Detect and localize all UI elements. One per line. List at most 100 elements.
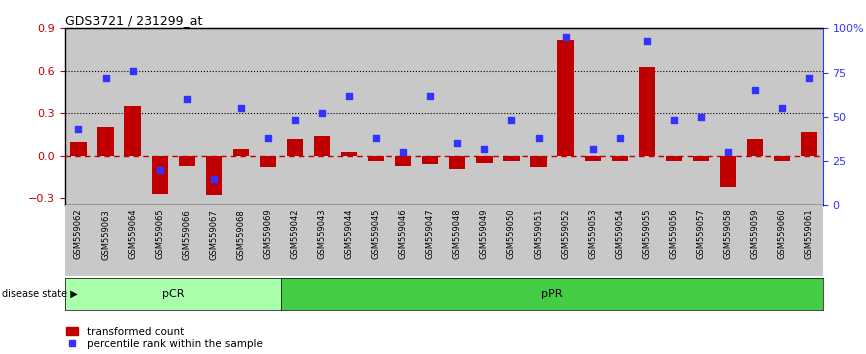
Bar	[714, 205, 741, 276]
Bar	[796, 28, 823, 205]
Bar	[768, 205, 796, 276]
Bar	[260, 156, 276, 167]
Point	[721, 149, 735, 155]
Bar	[714, 28, 741, 205]
Bar	[498, 205, 525, 276]
Text: GSM559065: GSM559065	[155, 209, 165, 259]
Point	[532, 135, 546, 141]
Text: GSM559053: GSM559053	[588, 209, 598, 259]
Bar	[525, 28, 552, 205]
Point	[369, 135, 383, 141]
Bar	[585, 156, 601, 161]
Bar	[335, 28, 363, 205]
Text: GSM559042: GSM559042	[290, 209, 300, 259]
Bar	[70, 142, 87, 156]
Point	[288, 118, 302, 123]
Text: GSM559052: GSM559052	[561, 209, 570, 259]
Bar	[606, 205, 633, 276]
Bar	[363, 205, 390, 276]
Point	[99, 75, 113, 81]
Point	[423, 93, 437, 98]
Bar	[390, 28, 417, 205]
Text: GSM559066: GSM559066	[182, 209, 191, 259]
Text: GSM559043: GSM559043	[318, 209, 326, 259]
Text: disease state ▶: disease state ▶	[2, 289, 77, 299]
Text: GSM559048: GSM559048	[453, 209, 462, 259]
Bar	[227, 205, 255, 276]
Text: GSM559054: GSM559054	[615, 209, 624, 259]
Text: GSM559068: GSM559068	[236, 209, 245, 259]
Text: GSM559058: GSM559058	[723, 209, 733, 259]
Bar	[368, 156, 385, 161]
Bar	[308, 205, 335, 276]
Bar	[498, 28, 525, 205]
Bar	[611, 156, 628, 161]
Bar	[281, 28, 308, 205]
Point	[559, 34, 572, 40]
Bar	[395, 156, 411, 166]
Point	[342, 93, 356, 98]
Bar	[97, 127, 113, 156]
Bar	[503, 156, 520, 161]
Bar	[741, 28, 768, 205]
Bar	[720, 156, 736, 187]
Bar	[119, 205, 146, 276]
Bar	[801, 132, 818, 156]
Text: GSM559067: GSM559067	[210, 209, 218, 259]
Bar	[200, 205, 227, 276]
Bar	[152, 156, 168, 194]
Bar	[471, 205, 498, 276]
Point	[802, 75, 816, 81]
Bar	[146, 205, 173, 276]
Bar	[119, 28, 146, 205]
Bar	[688, 205, 714, 276]
Point	[667, 118, 681, 123]
Point	[477, 146, 491, 152]
Bar	[666, 156, 682, 161]
Bar	[417, 205, 443, 276]
Text: GSM559061: GSM559061	[805, 209, 814, 259]
Bar	[233, 149, 249, 156]
Bar	[688, 28, 714, 205]
Bar	[281, 205, 308, 276]
Text: GSM559063: GSM559063	[101, 209, 110, 259]
Point	[775, 105, 789, 111]
Bar	[205, 156, 222, 195]
Bar	[92, 28, 119, 205]
Bar	[255, 28, 281, 205]
Bar	[422, 156, 438, 164]
Point	[613, 135, 627, 141]
Bar	[341, 152, 357, 156]
Bar	[443, 205, 471, 276]
Bar	[579, 205, 606, 276]
Point	[126, 68, 139, 74]
Point	[505, 118, 519, 123]
Point	[207, 176, 221, 182]
Text: GSM559046: GSM559046	[398, 209, 408, 259]
Bar	[558, 40, 573, 156]
Text: GSM559057: GSM559057	[696, 209, 706, 259]
Point	[748, 87, 762, 93]
Point	[450, 141, 464, 146]
Bar	[92, 205, 119, 276]
Bar	[173, 28, 200, 205]
Bar	[741, 205, 768, 276]
Point	[234, 105, 248, 111]
Bar	[65, 205, 92, 276]
Text: GSM559056: GSM559056	[669, 209, 678, 259]
Text: GDS3721 / 231299_at: GDS3721 / 231299_at	[65, 14, 203, 27]
Text: GSM559060: GSM559060	[778, 209, 786, 259]
Text: GSM559050: GSM559050	[507, 209, 516, 259]
Text: pCR: pCR	[162, 289, 184, 299]
Text: GSM559049: GSM559049	[480, 209, 489, 259]
Bar	[638, 67, 655, 156]
Bar	[746, 139, 763, 156]
Legend: transformed count, percentile rank within the sample: transformed count, percentile rank withi…	[66, 327, 262, 349]
Bar	[525, 205, 553, 276]
Text: GSM559069: GSM559069	[263, 209, 273, 259]
Bar	[471, 28, 498, 205]
Point	[397, 149, 410, 155]
Bar	[693, 156, 709, 161]
Text: GSM559059: GSM559059	[751, 209, 759, 259]
Text: GSM559064: GSM559064	[128, 209, 137, 259]
